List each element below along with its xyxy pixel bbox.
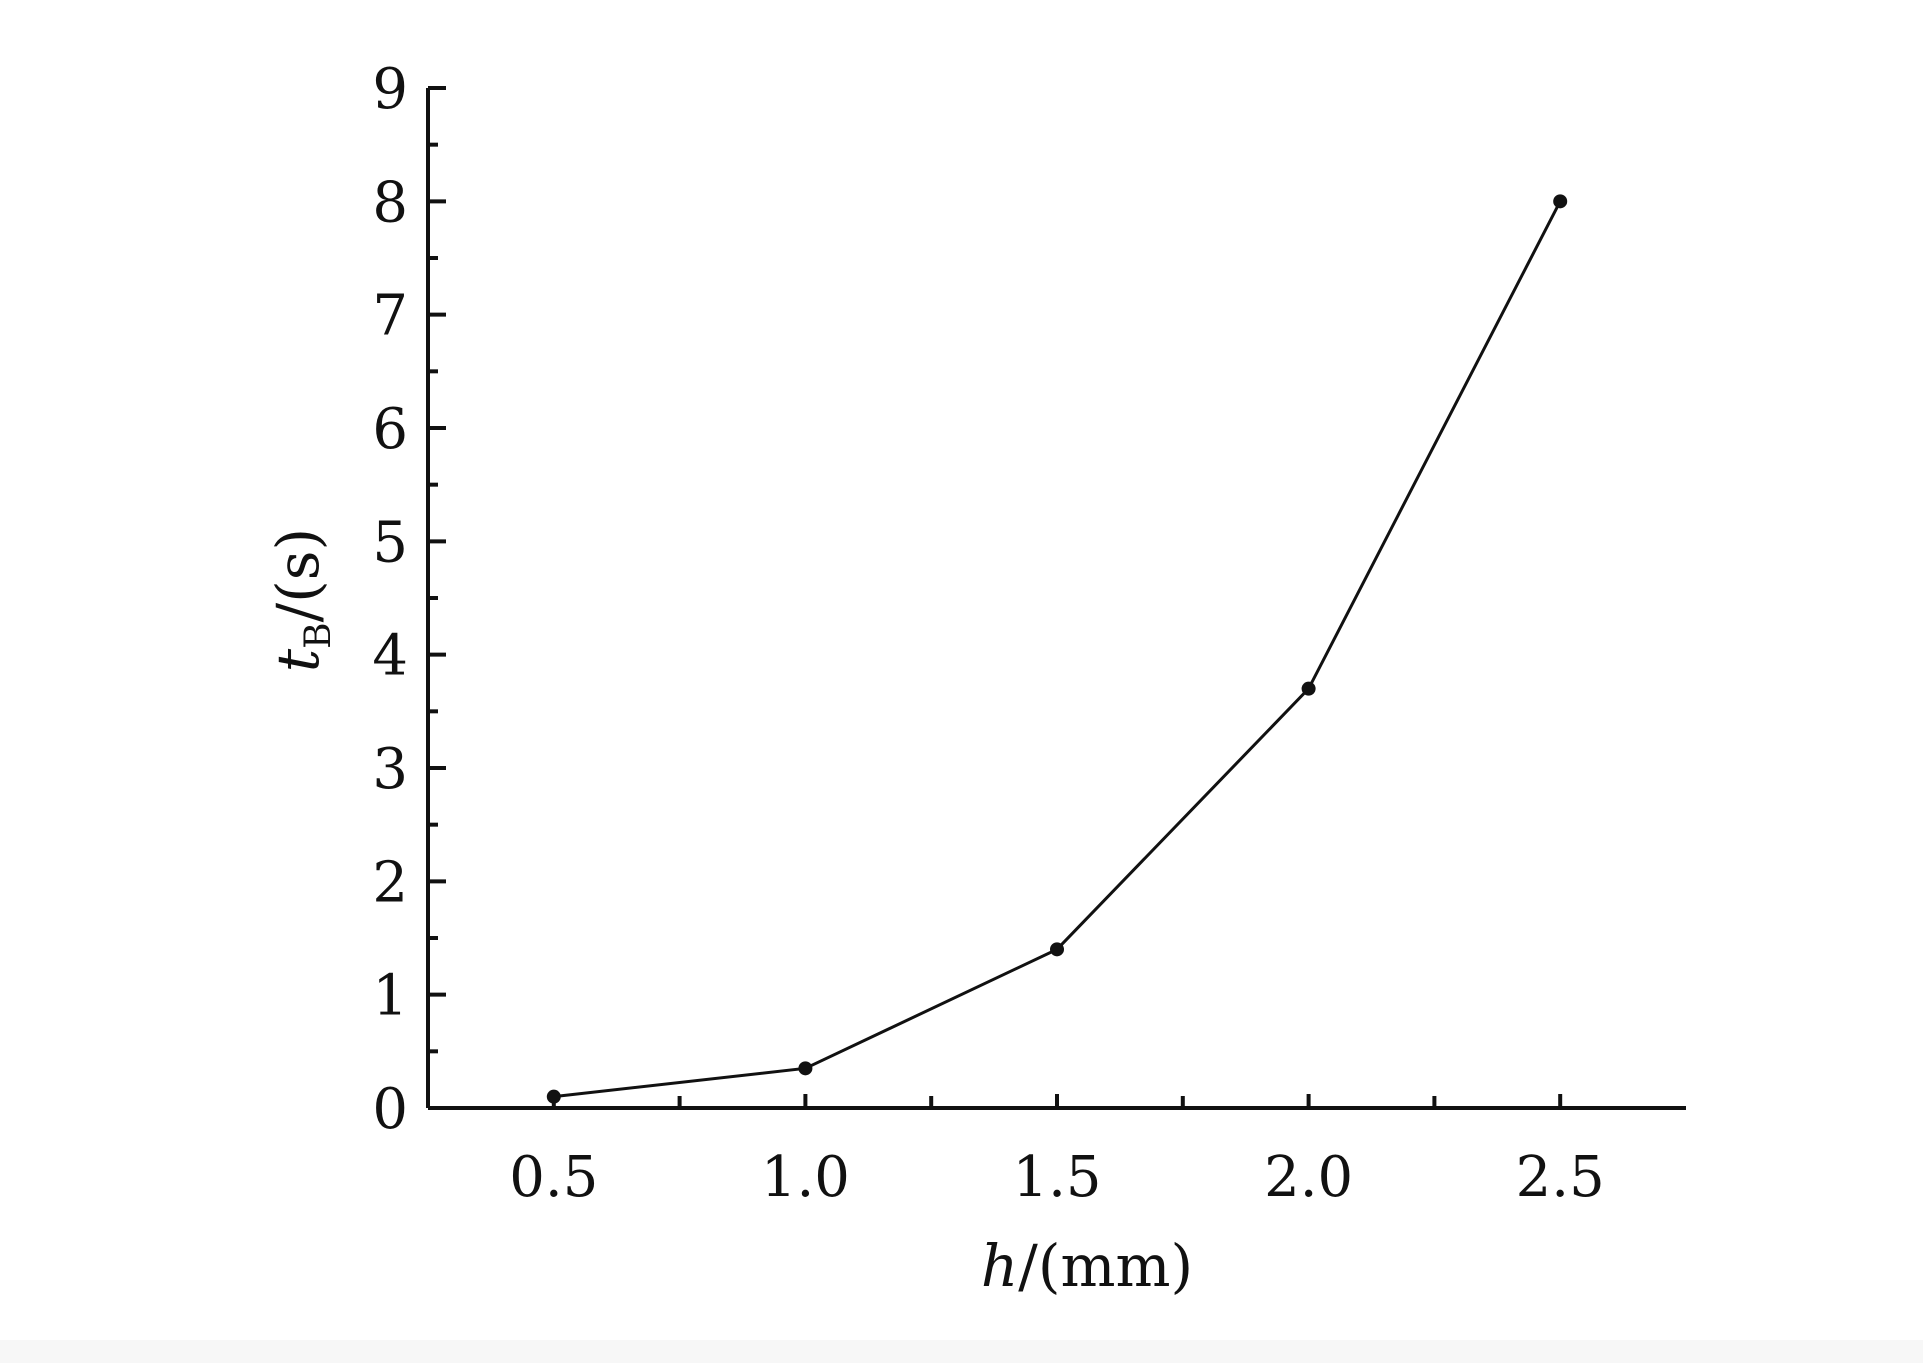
data-point — [1050, 942, 1064, 957]
data-point — [1553, 194, 1568, 209]
y-axis-title: tB/(s) — [264, 528, 339, 672]
series-line — [553, 200, 1562, 1099]
data-point — [798, 1061, 813, 1076]
y-tick-label: 0 — [372, 1077, 408, 1142]
x-axis-title: h/(mm) — [981, 1232, 1193, 1300]
y-tick-label: 5 — [372, 510, 408, 575]
y-tick-label: 1 — [372, 964, 408, 1029]
y-tick-label: 3 — [372, 737, 408, 802]
x-tick-label: 1.0 — [761, 1145, 850, 1210]
y-tick-label: 7 — [372, 284, 408, 349]
y-tick-label: 6 — [372, 397, 408, 462]
data-point — [1301, 681, 1316, 696]
x-tick-label: 0.5 — [509, 1145, 598, 1210]
x-tick-label: 1.5 — [1012, 1145, 1101, 1210]
y-tick-label: 8 — [372, 170, 408, 235]
data-point — [546, 1089, 561, 1104]
footer-strip — [0, 1340, 1923, 1363]
y-tick-label: 4 — [372, 624, 408, 689]
x-tick-label: 2.5 — [1516, 1145, 1605, 1210]
x-tick-label: 2.0 — [1264, 1145, 1353, 1210]
y-tick-label: 2 — [372, 850, 408, 915]
y-tick-label: 9 — [372, 57, 408, 122]
